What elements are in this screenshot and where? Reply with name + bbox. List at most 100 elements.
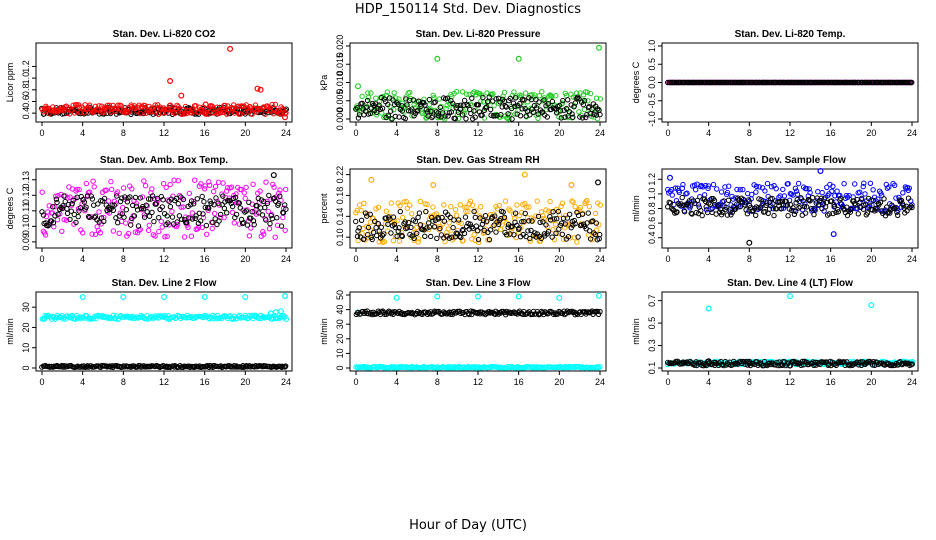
data-point: [541, 215, 547, 222]
data-point: [70, 102, 76, 109]
data-point: [762, 188, 768, 194]
x-tick-label: 8: [435, 377, 440, 387]
data-point: [745, 197, 752, 203]
data-point: [397, 208, 403, 215]
data-point: [519, 219, 525, 225]
x-tick-label: 16: [826, 128, 836, 138]
data-point: [390, 238, 397, 244]
data-point: [773, 186, 779, 192]
data-point: [727, 209, 733, 215]
data-point: [565, 234, 572, 240]
data-point: [402, 115, 408, 122]
data-point: [358, 217, 365, 224]
data-point: [283, 363, 289, 369]
data-point: [447, 101, 453, 107]
data-point: [383, 208, 390, 214]
data-point: [517, 113, 524, 119]
data-point: [127, 194, 133, 200]
x-tick-label: 20: [866, 377, 876, 387]
data-point: [884, 210, 891, 216]
x-tick-label: 16: [514, 377, 524, 387]
data-point: [509, 116, 515, 122]
data-point: [160, 197, 166, 203]
y-tick-label: 0.1: [647, 362, 657, 375]
data-point: [560, 236, 567, 243]
data-point: [581, 98, 588, 104]
data-point: [829, 188, 835, 195]
data-point: [75, 213, 81, 220]
data-point: [556, 114, 562, 120]
data-point: [480, 217, 487, 224]
data-point: [84, 193, 91, 199]
data-point: [560, 97, 566, 104]
data-point: [241, 220, 247, 226]
data-point: [539, 89, 545, 95]
data-point: [70, 197, 76, 204]
data-point: [237, 205, 244, 211]
data-point: [260, 314, 267, 320]
data-point: [737, 187, 743, 193]
data-point: [390, 214, 397, 220]
data-point: [769, 195, 775, 202]
y-tick-label: 1.0: [21, 72, 31, 85]
x-tick-label: 20: [240, 254, 250, 264]
data-point: [705, 183, 712, 189]
data-point: [740, 186, 746, 193]
data-point: [756, 184, 762, 190]
data-point: [726, 183, 732, 189]
data-point: [216, 218, 222, 224]
data-point: [101, 195, 108, 202]
data-point: [140, 110, 147, 117]
data-point: [463, 116, 469, 122]
data-point: [209, 225, 215, 232]
data-point: [45, 223, 51, 229]
y-tick-label: 0.10: [21, 218, 31, 236]
data-point: [453, 89, 460, 95]
y-axis-label: degrees C: [631, 61, 641, 103]
series-1: [39, 293, 289, 322]
data-point: [233, 211, 240, 218]
data-point: [491, 102, 497, 109]
data-point: [487, 227, 494, 233]
data-point: [394, 100, 400, 106]
data-point: [156, 228, 162, 235]
data-point: [101, 109, 107, 116]
data-point: [474, 310, 481, 317]
data-point: [576, 95, 582, 102]
data-point: [793, 200, 799, 206]
data-point: [207, 182, 213, 189]
data-point: [778, 79, 784, 86]
data-point: [395, 228, 401, 235]
data-point: [466, 364, 472, 371]
data-point: [89, 196, 96, 202]
data-point: [765, 361, 772, 367]
data-point: [171, 177, 177, 183]
data-point: [493, 229, 499, 235]
data-point: [593, 112, 600, 118]
data-point: [543, 222, 549, 228]
data-point: [251, 221, 257, 228]
outlier-point: [705, 305, 712, 312]
data-point: [594, 116, 601, 122]
data-point: [687, 203, 694, 209]
data-point: [445, 226, 451, 232]
data-point: [570, 199, 576, 205]
data-point: [714, 186, 720, 192]
data-point: [583, 114, 589, 121]
data-point: [487, 106, 494, 113]
data-point: [521, 97, 527, 103]
data-point: [450, 224, 456, 231]
data-point: [770, 201, 776, 207]
data-point: [680, 181, 686, 188]
data-point: [571, 235, 578, 241]
data-point: [223, 188, 230, 194]
data-point: [848, 361, 854, 367]
data-point: [806, 186, 812, 192]
data-point: [272, 234, 278, 240]
data-point: [528, 227, 534, 234]
data-point: [68, 208, 75, 214]
x-tick-label: 4: [394, 377, 399, 387]
data-point: [451, 308, 457, 315]
data-point: [401, 199, 407, 205]
